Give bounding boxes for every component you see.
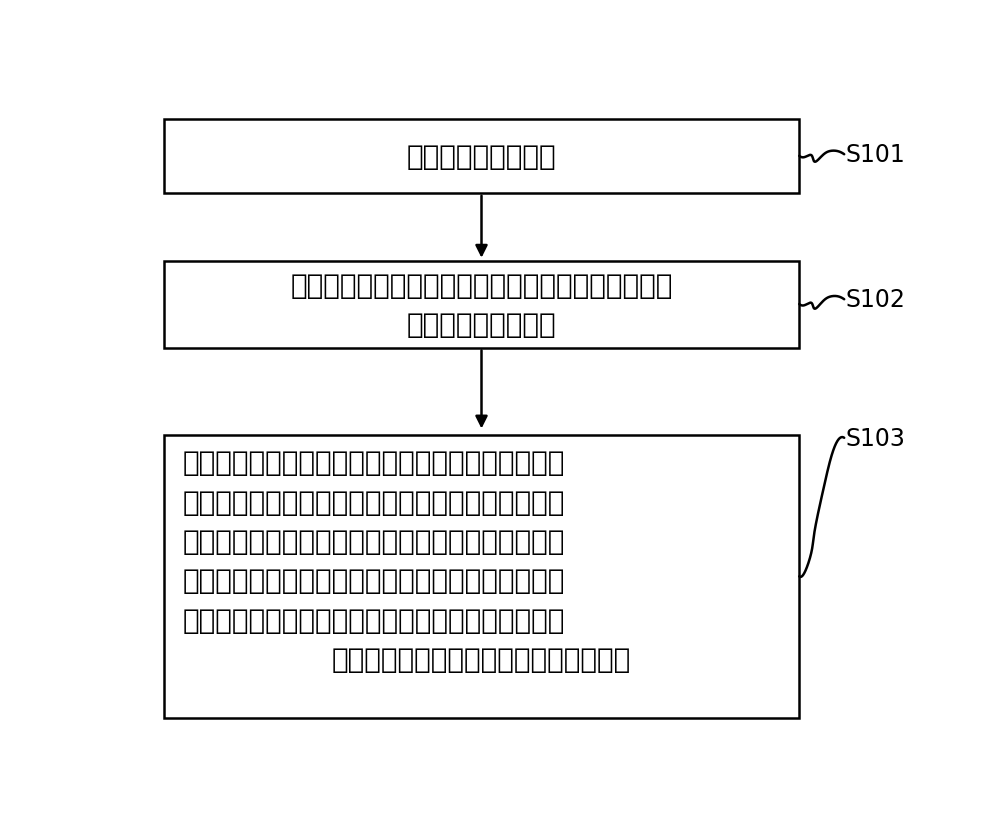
Text: 第二端口和第三端口打开、第一端口关闭: 第二端口和第三端口打开、第一端口关闭	[332, 645, 631, 673]
Text: ，控制第二电子三通阀的第二端口和第三端口打开、: ，控制第二电子三通阀的第二端口和第三端口打开、	[183, 528, 566, 555]
Text: S103: S103	[846, 426, 906, 451]
Text: S101: S101	[846, 143, 906, 167]
Text: S102: S102	[846, 288, 906, 312]
Text: 第一端口关闭，控制第三电子三通阀的第一端口和第: 第一端口关闭，控制第三电子三通阀的第一端口和第	[183, 567, 566, 594]
Text: 获得动力电池的温度: 获得动力电池的温度	[407, 143, 556, 171]
Text: 子三通阀的第一端口和第三端口打开、第二端口关闭: 子三通阀的第一端口和第三端口打开、第二端口关闭	[183, 488, 566, 516]
Text: 在确定需要对动力电池进行加热处理时，控制第一电: 在确定需要对动力电池进行加热处理时，控制第一电	[183, 449, 566, 477]
Text: 三端口打开、第二端口关闭，控制第四电子三通阀的: 三端口打开、第二端口关闭，控制第四电子三通阀的	[183, 606, 566, 634]
Bar	[164, 120, 799, 194]
Bar	[164, 261, 799, 348]
Bar	[164, 435, 799, 718]
Text: 根据动力电池的温度确定是否需要对动力电池进行加
热处理或者冷却处理: 根据动力电池的温度确定是否需要对动力电池进行加 热处理或者冷却处理	[290, 271, 673, 338]
